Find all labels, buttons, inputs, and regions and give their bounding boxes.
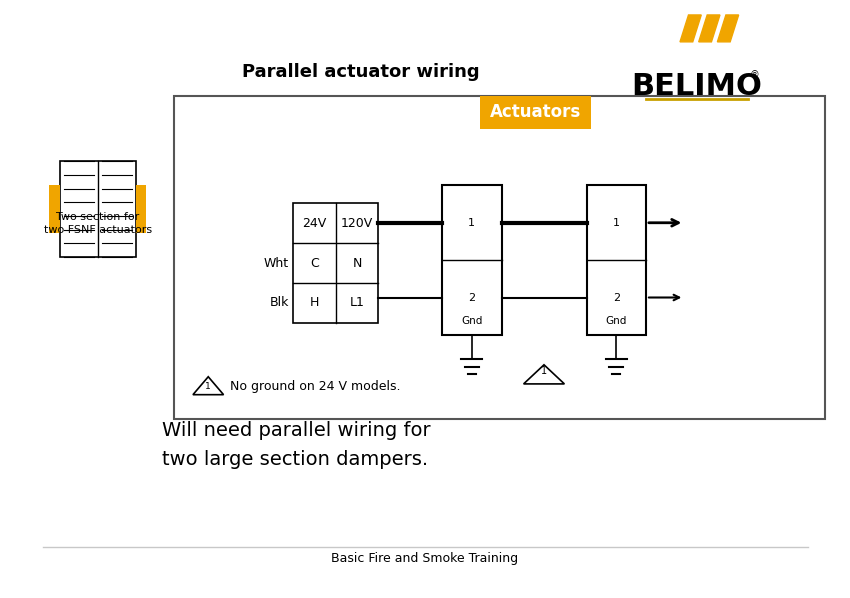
Text: No ground on 24 V models.: No ground on 24 V models.: [230, 380, 400, 393]
Text: two large section dampers.: two large section dampers.: [162, 450, 428, 469]
Text: H: H: [309, 297, 320, 310]
Bar: [293, 203, 378, 323]
Bar: [49, 185, 60, 233]
Text: Will need parallel wiring for: Will need parallel wiring for: [162, 420, 430, 440]
Text: Gnd: Gnd: [461, 316, 483, 326]
Text: Gnd: Gnd: [605, 316, 627, 326]
Text: 2: 2: [468, 292, 475, 303]
Text: 120V: 120V: [341, 216, 373, 230]
Text: 1: 1: [206, 382, 211, 392]
Bar: [136, 185, 146, 233]
Polygon shape: [193, 377, 224, 395]
Bar: [174, 96, 824, 419]
Text: Blk: Blk: [269, 297, 289, 310]
Text: N: N: [352, 257, 362, 270]
Text: L1: L1: [349, 297, 365, 310]
Polygon shape: [680, 15, 701, 42]
Bar: [480, 96, 591, 129]
Text: 1: 1: [541, 366, 547, 376]
Text: BELIMO: BELIMO: [632, 72, 762, 100]
Bar: [586, 185, 646, 335]
Text: ®: ®: [750, 70, 759, 80]
Text: Actuators: Actuators: [490, 103, 581, 121]
Polygon shape: [699, 15, 720, 42]
Text: 2: 2: [613, 292, 620, 303]
Text: 1: 1: [613, 218, 620, 228]
Bar: [442, 185, 501, 335]
Polygon shape: [524, 365, 564, 384]
Polygon shape: [717, 15, 739, 42]
Text: Parallel actuator wiring: Parallel actuator wiring: [242, 63, 480, 81]
Text: 1: 1: [468, 218, 475, 228]
Text: 24V: 24V: [303, 216, 326, 230]
Text: Basic Fire and Smoke Training: Basic Fire and Smoke Training: [332, 552, 518, 565]
Text: Wht: Wht: [264, 257, 289, 270]
Bar: [60, 161, 136, 257]
Text: Two section for
two FSNF actuators: Two section for two FSNF actuators: [43, 212, 152, 236]
Text: C: C: [310, 257, 319, 270]
